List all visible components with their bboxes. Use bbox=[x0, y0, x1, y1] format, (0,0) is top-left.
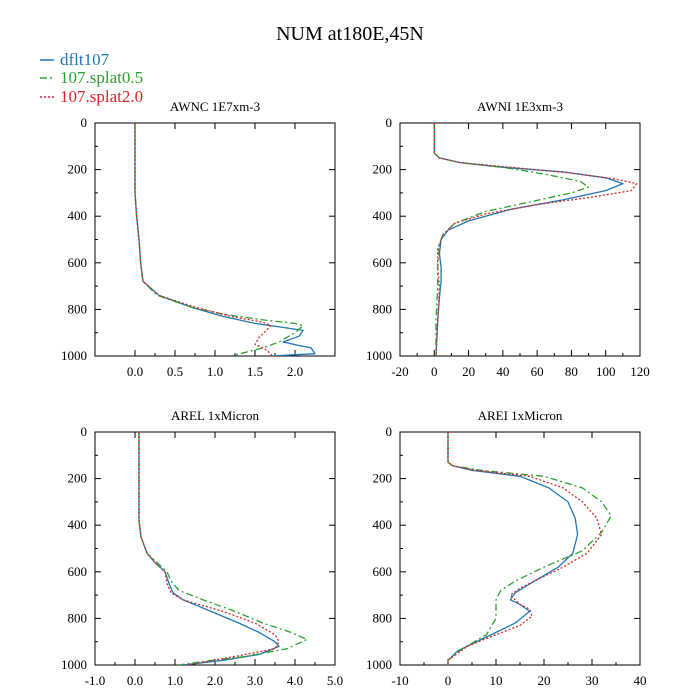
x-tick-label: 0.0 bbox=[127, 673, 143, 688]
chart-panel-1: AWNC 1E7xm-3 0.0 0.5 1.0 1.5 2.0 0 200 400 600 800… bbox=[61, 99, 336, 379]
plot-frame-3 bbox=[94, 431, 336, 666]
y-tick-label: 0 bbox=[386, 424, 393, 439]
x-tick-label: 10 bbox=[490, 673, 503, 688]
panel-title-4: AREI 1xMicron bbox=[478, 408, 563, 423]
x-tick-label: 0 bbox=[445, 673, 452, 688]
series-line-splat20 bbox=[447, 432, 603, 665]
y-tick-label: 200 bbox=[68, 162, 88, 177]
legend-label-dflt107: dflt107 bbox=[60, 50, 110, 69]
figure-title: NUM at180E,45N bbox=[276, 23, 424, 45]
series-line-splat20 bbox=[138, 432, 280, 665]
plot-frame-2 bbox=[399, 122, 641, 357]
x-tick-label: 60 bbox=[531, 364, 544, 379]
panel-title-2: AWNI 1E3xm-3 bbox=[477, 99, 563, 114]
y-tick-label: 800 bbox=[373, 301, 393, 316]
y-tick-label: 400 bbox=[68, 517, 88, 532]
y-tick-label: 600 bbox=[68, 564, 88, 579]
y-tick-label: 1000 bbox=[61, 657, 87, 672]
series-line-splat05 bbox=[433, 123, 590, 356]
y-tick-label: 400 bbox=[68, 208, 88, 223]
x-tick-label: 40 bbox=[496, 364, 509, 379]
x-tick-label: 0 bbox=[431, 364, 438, 379]
series-line-dflt107 bbox=[134, 123, 316, 356]
series-line-splat20 bbox=[134, 123, 274, 356]
x-tick-label: 4.0 bbox=[287, 673, 303, 688]
series-line-dflt107 bbox=[138, 432, 280, 665]
y-tick-label: 600 bbox=[373, 255, 393, 270]
series-line-splat05 bbox=[138, 432, 308, 665]
x-tick-label: 3.0 bbox=[247, 673, 263, 688]
y-tick-label: 200 bbox=[373, 471, 393, 486]
x-tick-label: 5.0 bbox=[327, 673, 343, 688]
x-tick-label: 1.0 bbox=[167, 673, 183, 688]
x-tick-label: -20 bbox=[391, 364, 408, 379]
x-tick-label: 0.5 bbox=[167, 364, 183, 379]
y-tick-label: 400 bbox=[373, 208, 393, 223]
x-tick-label: 0.0 bbox=[127, 364, 143, 379]
y-tick-label: 1000 bbox=[366, 657, 392, 672]
y-tick-label: 0 bbox=[81, 115, 88, 130]
plot-frame-4 bbox=[399, 431, 641, 666]
x-tick-label: 1.5 bbox=[247, 364, 263, 379]
y-tick-label: 600 bbox=[373, 564, 393, 579]
x-tick-label: -10 bbox=[391, 673, 408, 688]
x-tick-label: 2.0 bbox=[207, 673, 223, 688]
y-tick-label: 0 bbox=[81, 424, 88, 439]
y-tick-label: 200 bbox=[373, 162, 393, 177]
y-tick-label: 600 bbox=[68, 255, 88, 270]
y-tick-label: 1000 bbox=[366, 348, 392, 363]
x-tick-label: 2.0 bbox=[287, 364, 303, 379]
panel-title-3: AREL 1xMicron bbox=[171, 408, 259, 423]
series-line-dflt107 bbox=[447, 432, 579, 665]
y-tick-label: 1000 bbox=[61, 348, 87, 363]
x-tick-label: 80 bbox=[565, 364, 578, 379]
chart-panel-3: AREL 1xMicron -1.0 0.0 1.0 2.0 3.0 4.0 5.0 0 200 4… bbox=[61, 408, 343, 688]
y-tick-label: 800 bbox=[68, 610, 88, 625]
y-tick-label: 0 bbox=[386, 115, 393, 130]
y-tick-label: 800 bbox=[373, 610, 393, 625]
x-tick-label: 100 bbox=[596, 364, 616, 379]
series-line-splat05 bbox=[447, 432, 612, 665]
series-line-splat20 bbox=[433, 123, 638, 356]
y-tick-label: 400 bbox=[373, 517, 393, 532]
y-tick-label: 200 bbox=[68, 471, 88, 486]
x-tick-label: 40 bbox=[634, 673, 647, 688]
panel-title-1: AWNC 1E7xm-3 bbox=[170, 99, 260, 114]
series-line-dflt107 bbox=[433, 123, 624, 356]
chart-panel-2: AWNI 1E3xm-3 -20 0 20 40 60 80 100 120 0 200 400 600… bbox=[366, 99, 650, 379]
x-tick-label: 1.0 bbox=[207, 364, 223, 379]
legend: dflt107 107.splat0.5 107.splat2.0 bbox=[40, 50, 143, 106]
legend-label-splat20: 107.splat2.0 bbox=[60, 87, 143, 106]
x-tick-label: 20 bbox=[462, 364, 475, 379]
chart-panel-4: AREI 1xMicron-10 0 10 20 30 40020040060080010… bbox=[366, 408, 647, 688]
x-tick-label: 30 bbox=[586, 673, 599, 688]
x-tick-label: 20 bbox=[538, 673, 551, 688]
x-tick-label: 120 bbox=[630, 364, 650, 379]
y-tick-label: 800 bbox=[68, 301, 88, 316]
legend-label-splat05: 107.splat0.5 bbox=[60, 68, 143, 87]
plot-frame-1 bbox=[94, 122, 336, 357]
series-line-splat05 bbox=[134, 123, 304, 356]
x-tick-label: -1.0 bbox=[85, 673, 106, 688]
